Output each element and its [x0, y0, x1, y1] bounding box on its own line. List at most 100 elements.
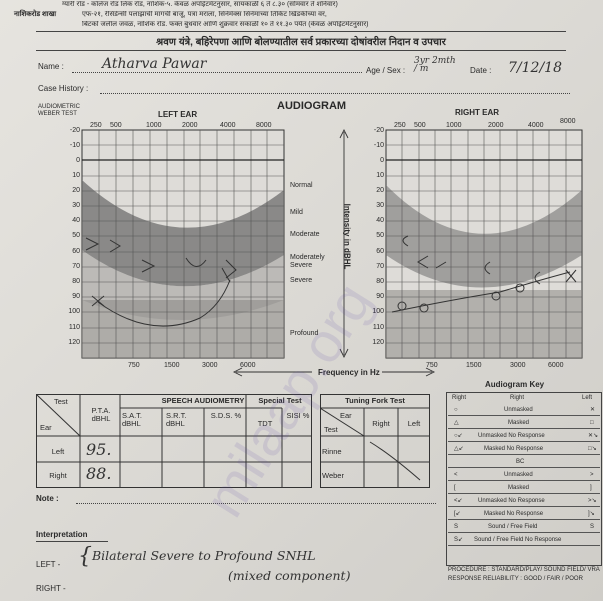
rinne-label: Rinne	[322, 447, 342, 456]
left-freq-500: 500	[110, 122, 122, 129]
key-row-unmasked-no-response: ○↙ Unmasked No Response ✕↘	[448, 431, 600, 442]
tuning-test-label: Test	[324, 425, 338, 434]
header-line-3: बिटको जलील जवळ, नाशिक रोड. फक्त बुधवार आ…	[82, 21, 369, 28]
left-db-60: 60	[72, 248, 80, 255]
right-db-80: 80	[376, 278, 384, 285]
header-branch-label: नाशिकरोड शाखा	[14, 11, 57, 18]
right-bottom-freq-3000: 3000	[510, 362, 526, 369]
square-bracket-arrow-icon: [↙	[454, 511, 461, 517]
tuning-ear-label: Ear	[340, 411, 352, 420]
tuning-fork-title: Tuning Fork Test	[345, 396, 405, 405]
interpretation-underline	[36, 541, 108, 542]
interp-text-2: (mixed component)	[228, 568, 351, 583]
key-row-bc: BC	[448, 457, 600, 468]
left-freq-4000: 4000	[220, 122, 236, 129]
square-bracket-close-icon: ]	[590, 485, 592, 491]
name-line	[72, 72, 362, 73]
category-severe: Severe	[290, 277, 313, 284]
key-row-masked-no-response: △↙ Masked No Response □↘	[448, 444, 600, 455]
speech-left-label: Left	[51, 447, 65, 456]
header-title: श्रवण यंत्रे, बहिरेपणा आणि बोलण्यातील सर…	[156, 37, 446, 48]
triangle-icon: △	[454, 420, 459, 426]
frequency-arrow	[232, 367, 436, 377]
right-ear-markings	[391, 235, 577, 313]
key-row-sound-field-nr: S↙ Sound / Free Field No Response	[448, 535, 600, 546]
note-label: Note :	[36, 494, 59, 503]
right-db-110: 110	[372, 324, 384, 331]
sat-label: S.A.T. dBHL	[122, 411, 143, 428]
tuning-table-grid	[320, 394, 430, 488]
right-db-50: 50	[376, 232, 384, 239]
left-db-120: 120	[68, 339, 80, 346]
x-axis-label: Frequency in Hz	[318, 368, 380, 377]
bracket-arrow-right-icon: >↘	[588, 498, 597, 504]
left-freq-8000: 8000	[256, 122, 272, 129]
pta-label: P.T.A. dBHL	[91, 406, 111, 423]
age-sex-value: 3yr 2mth / m	[414, 56, 456, 74]
right-db-0: 0	[380, 157, 384, 164]
square-arrow-icon: □↘	[588, 446, 597, 452]
left-db-80: 80	[72, 278, 80, 285]
right-freq-8000: 8000	[560, 118, 576, 125]
reliability-label: RESPONSE RELIABILITY : GOOD / FAIR / POO…	[448, 576, 583, 582]
left-bottom-freq-3000: 3000	[202, 362, 218, 369]
special-test-label: Special Test	[258, 396, 302, 405]
left-db-90: 90	[72, 293, 80, 300]
srt-label: S.R.T. dBHL	[166, 411, 187, 428]
right-ear-label: RIGHT EAR	[455, 108, 499, 117]
right-freq-1000: 1000	[446, 122, 462, 129]
intensity-arrow	[339, 128, 349, 359]
key-row-unmasked: ○ Unmasked ✕	[448, 405, 600, 416]
category-moderately-severe: Moderately Severe	[290, 254, 325, 269]
left-db-20: 20	[72, 187, 80, 194]
tuning-right-label: Right	[372, 419, 390, 428]
left-freq-250: 250	[90, 122, 102, 129]
interp-left-label: LEFT -	[36, 560, 61, 569]
key-row-bc-unmasked-nr: <↙ Unmasked No Response >↘	[448, 496, 600, 507]
tdt-label: TDT	[257, 419, 273, 428]
right-db-20: 20	[376, 187, 384, 194]
right-bottom-freq-1500: 1500	[466, 362, 482, 369]
s-icon-right: S	[590, 524, 595, 530]
sds-label: S.D.S. %	[210, 411, 242, 420]
right-freq-500: 500	[414, 122, 426, 129]
date-label: Date :	[470, 66, 492, 75]
key-row-bc-masked-nr: [↙ Masked No Response]↘	[448, 509, 600, 520]
right-freq-250: 250	[394, 122, 406, 129]
category-mild: Mild	[290, 209, 303, 216]
left-ear-markings	[85, 237, 237, 327]
header-line-1: ग्यारी रोड - कॉलेज रोड लिंक रोड, नाशिक-५…	[62, 1, 338, 8]
left-freq-1000: 1000	[146, 122, 162, 129]
right-db-100: 100	[372, 308, 384, 315]
triangle-arrow-icon: △↙	[454, 446, 464, 452]
title-rule	[36, 50, 566, 51]
right-pta-value: 88.	[86, 464, 112, 483]
key-row-sound-field: S Sound / Free Field S	[448, 522, 600, 533]
age-sex-label: Age / Sex :	[366, 66, 406, 75]
category-normal: Normal	[290, 182, 313, 189]
circle-arrow-icon: ○↙	[454, 433, 463, 439]
right-db-70: 70	[376, 263, 384, 270]
right-freq-4000: 4000	[528, 122, 544, 129]
bracket-open-icon: <	[454, 472, 458, 478]
name-value: Atharva Pawar	[102, 56, 207, 72]
left-bottom-freq-750: 750	[128, 362, 140, 369]
header-line-2: एफ-२१, रेसिडेन्सी पलाझाची मागची बाजू, पत…	[82, 11, 327, 18]
x-icon: ✕	[590, 407, 596, 413]
right-bottom-freq-6000: 6000	[548, 362, 564, 369]
key-left-header: Left	[582, 395, 593, 401]
left-pta-value: 95.	[86, 440, 112, 459]
square-bracket-arrow-right-icon: ]↘	[588, 511, 595, 517]
weber-label: Weber	[322, 471, 344, 480]
key-box	[446, 392, 602, 566]
speech-table-grid	[36, 394, 312, 488]
left-bottom-freq-1500: 1500	[164, 362, 180, 369]
sisi-label: SISI %	[286, 411, 310, 420]
interp-text-1: Bilateral Severe to Profound SNHL	[92, 548, 316, 563]
left-db-70: 70	[72, 263, 80, 270]
right-db-90: 90	[376, 293, 384, 300]
left-db-40: 40	[72, 217, 80, 224]
header-rule	[36, 31, 566, 32]
right-db-neg10: -10	[373, 142, 384, 149]
